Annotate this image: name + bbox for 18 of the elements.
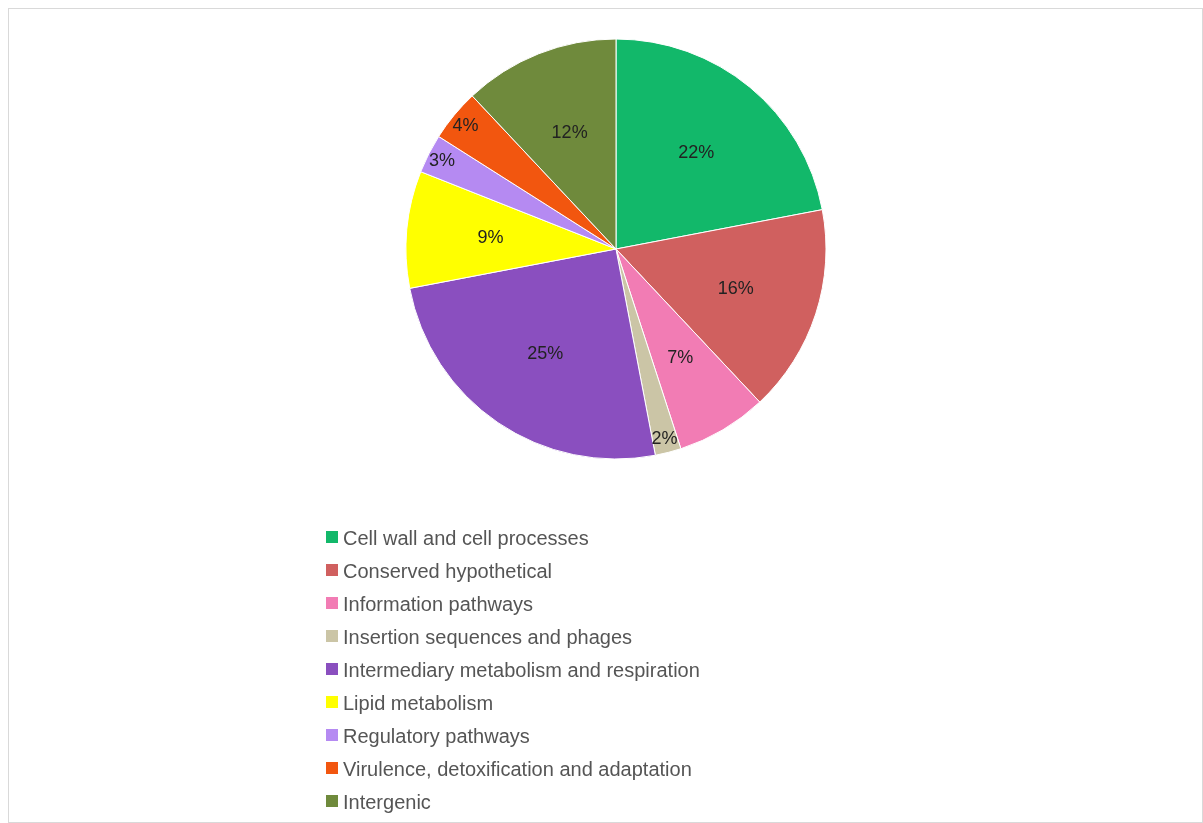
data-label: 9% [477,227,504,248]
legend-label: Insertion sequences and phages [343,626,633,648]
legend-label: Regulatory pathways [343,725,530,747]
legend-label: Intermediary metabolism and respiration [343,659,700,681]
data-label: 4% [452,114,479,135]
legend-label: Information pathways [343,593,534,615]
legend-label: Lipid metabolism [343,692,494,714]
data-label: 12% [551,121,588,142]
data-label: 2% [651,428,678,449]
legend-label: Cell wall and cell processes [343,527,589,549]
data-label: 16% [717,277,754,298]
legend-label: Intergenic [343,791,431,813]
legend-label: Conserved hypothetical [343,560,553,582]
data-label: 7% [667,347,694,368]
legend-label: Virulence, detoxification and adaptation [343,758,692,780]
data-label: 22% [678,141,715,162]
data-label: 3% [428,150,455,171]
data-label: 25% [527,343,564,364]
